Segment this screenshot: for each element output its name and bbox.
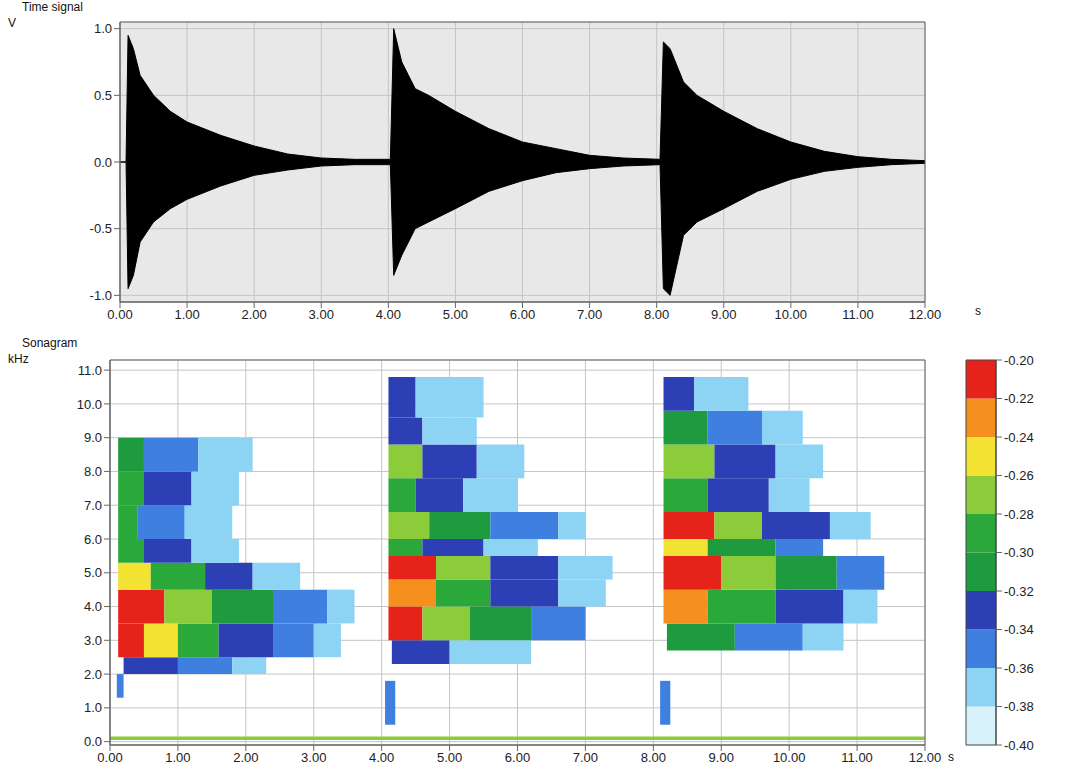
- html-text:Time signal: Time signal: [22, 0, 83, 14]
- svg-text:11.00: 11.00: [842, 307, 874, 322]
- svg-text:9.00: 9.00: [709, 750, 734, 765]
- svg-text:7.0: 7.0: [84, 498, 102, 513]
- svg-text:11.0: 11.0: [78, 363, 102, 378]
- svg-text:12.00: 12.00: [909, 307, 942, 322]
- svg-text:0.0: 0.0: [94, 155, 112, 170]
- svg-text:1.0: 1.0: [84, 700, 102, 715]
- svg-text:0.5: 0.5: [94, 88, 112, 103]
- svg-text:2.00: 2.00: [233, 750, 258, 765]
- svg-text:-0.30: -0.30: [1004, 545, 1034, 560]
- svg-text:-0.40: -0.40: [1004, 738, 1034, 753]
- svg-text:7.00: 7.00: [573, 750, 598, 765]
- svg-text:-0.28: -0.28: [1004, 507, 1034, 522]
- svg-text:1.0: 1.0: [94, 21, 112, 36]
- svg-text:10.00: 10.00: [775, 307, 808, 322]
- svg-text:8.00: 8.00: [644, 307, 669, 322]
- svg-text:4.00: 4.00: [369, 750, 394, 765]
- svg-text:12.00: 12.00: [909, 750, 942, 765]
- html-text:s: s: [975, 304, 981, 318]
- html-text:kHz: kHz: [8, 352, 29, 366]
- svg-text:2.00: 2.00: [242, 307, 267, 322]
- svg-text:5.0: 5.0: [84, 565, 102, 580]
- svg-text:0.00: 0.00: [97, 750, 122, 765]
- svg-text:-0.38: -0.38: [1004, 699, 1034, 714]
- svg-text:1.00: 1.00: [174, 307, 199, 322]
- svg-text:6.0: 6.0: [84, 532, 102, 547]
- svg-text:4.0: 4.0: [84, 599, 102, 614]
- svg-text:8.00: 8.00: [641, 750, 666, 765]
- svg-text:-0.36: -0.36: [1004, 661, 1034, 676]
- svg-text:-0.20: -0.20: [1004, 353, 1034, 368]
- svg-text:2.0: 2.0: [84, 667, 102, 682]
- svg-text:1.00: 1.00: [165, 750, 190, 765]
- svg-text:6.00: 6.00: [510, 307, 535, 322]
- svg-text:3.00: 3.00: [301, 750, 326, 765]
- svg-text:-0.24: -0.24: [1004, 430, 1034, 445]
- svg-text:-0.26: -0.26: [1004, 468, 1034, 483]
- svg-text:8.0: 8.0: [84, 464, 102, 479]
- html-text:s: s: [948, 750, 954, 764]
- svg-text:9.00: 9.00: [711, 307, 736, 322]
- svg-text:0.00: 0.00: [107, 307, 132, 322]
- svg-text:4.00: 4.00: [376, 307, 401, 322]
- svg-text:-0.22: -0.22: [1004, 391, 1034, 406]
- svg-text:0.0: 0.0: [84, 734, 102, 749]
- html-text:V: V: [8, 16, 16, 30]
- svg-text:10.00: 10.00: [773, 750, 806, 765]
- svg-text:-0.34: -0.34: [1004, 622, 1034, 637]
- svg-text:-0.5: -0.5: [90, 221, 112, 236]
- svg-text:7.00: 7.00: [577, 307, 602, 322]
- html-text:Sonagram: Sonagram: [22, 336, 78, 350]
- svg-text:3.00: 3.00: [309, 307, 334, 322]
- svg-text:6.00: 6.00: [505, 750, 530, 765]
- svg-text:5.00: 5.00: [443, 307, 468, 322]
- svg-text:10.0: 10.0: [77, 397, 102, 412]
- svg-text:5.00: 5.00: [437, 750, 462, 765]
- svg-text:-0.32: -0.32: [1004, 584, 1034, 599]
- svg-text:9.0: 9.0: [84, 430, 102, 445]
- svg-text:11.00: 11.00: [841, 750, 873, 765]
- svg-text:3.0: 3.0: [84, 633, 102, 648]
- svg-text:-1.0: -1.0: [90, 288, 112, 303]
